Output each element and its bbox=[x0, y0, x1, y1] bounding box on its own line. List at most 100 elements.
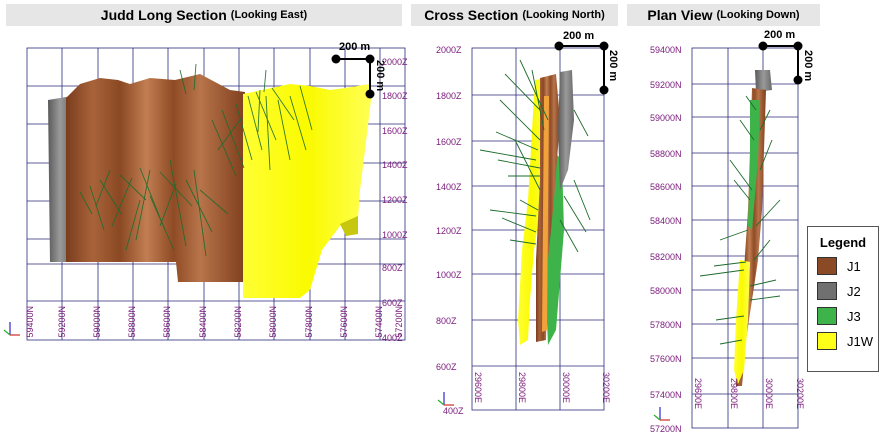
cross-x-tick: 29800E bbox=[517, 372, 527, 403]
plan-view-j1w-body bbox=[734, 260, 750, 384]
long-section-j1w-edge bbox=[340, 216, 358, 236]
long-y-tick: 400Z bbox=[382, 333, 403, 343]
long-section-y-ticks: 2000Z 1800Z 1600Z 1400Z 1200Z 1000Z 800Z… bbox=[382, 57, 408, 343]
cross-y-tick: 2000Z bbox=[436, 45, 462, 55]
plan-y-tick: 58600N bbox=[650, 182, 682, 192]
plan-view-j2-body bbox=[755, 70, 772, 92]
long-section-x-ticks: 59400N 59200N 59000N 58800N 58600N 58400… bbox=[25, 306, 404, 338]
long-x-tick: 57200N bbox=[394, 306, 404, 338]
cross-y-tick: 1800Z bbox=[436, 91, 462, 101]
plan-view-scale-v-label: 200 m bbox=[802, 50, 814, 81]
plan-view-grid bbox=[691, 47, 799, 429]
plan-y-tick: 58000N bbox=[650, 286, 682, 296]
legend-item-j3: J3 bbox=[817, 307, 878, 325]
long-section-title: Judd Long Section (Looking East) bbox=[6, 4, 402, 26]
long-x-tick: 58600N bbox=[162, 306, 172, 338]
legend-swatch-j3 bbox=[817, 307, 837, 325]
cross-section-title: Cross Section (Looking North) bbox=[411, 4, 618, 26]
cross-y-tick: 1600Z bbox=[436, 137, 462, 147]
cross-y-tick: 600Z bbox=[436, 362, 457, 372]
cross-y-tick: 800Z bbox=[436, 316, 457, 326]
cross-x-tick: 30000E bbox=[561, 372, 571, 403]
plan-y-tick: 59400N bbox=[650, 45, 682, 55]
plan-y-tick: 57200N bbox=[650, 424, 682, 434]
plan-y-tick: 57800N bbox=[650, 320, 682, 330]
plan-view-scale-bar bbox=[758, 41, 803, 85]
plan-view-j3-body bbox=[748, 100, 760, 230]
cross-section-scale-v-label: 200 m bbox=[607, 50, 619, 81]
cross-x-tick: 29600E bbox=[473, 372, 483, 403]
cross-y-tick: 1200Z bbox=[436, 226, 462, 236]
cross-section-j2-body bbox=[558, 70, 574, 190]
legend-item-j1: J1 bbox=[817, 257, 878, 275]
plan-view-scale-h-label: 200 m bbox=[764, 29, 795, 41]
long-x-tick: 57800N bbox=[304, 306, 314, 338]
long-x-tick: 58800N bbox=[127, 306, 137, 338]
long-x-tick: 57600N bbox=[339, 306, 349, 338]
long-x-tick: 57400N bbox=[374, 306, 384, 338]
legend-title: Legend bbox=[819, 235, 867, 250]
legend-label-j2: J2 bbox=[847, 283, 861, 299]
long-section-scale-h-label: 200 m bbox=[339, 41, 370, 53]
cross-section-axis-triad-icon bbox=[437, 392, 454, 406]
cross-y-tick: 1400Z bbox=[436, 182, 462, 192]
long-y-tick: 600Z bbox=[382, 298, 403, 308]
cross-section-x-ticks: 29600E 29800E 30000E 30200E bbox=[473, 372, 611, 403]
long-y-tick: 1200Z bbox=[382, 195, 408, 205]
long-section-j1-body bbox=[66, 74, 245, 282]
plan-y-tick: 57600N bbox=[650, 354, 682, 364]
long-section-drill-traces bbox=[79, 63, 313, 257]
legend-swatch-j2 bbox=[817, 282, 837, 300]
legend-swatch-j1w bbox=[817, 332, 837, 350]
cross-y-tick: 400Z bbox=[443, 406, 464, 416]
cross-y-tick: 1000Z bbox=[436, 270, 462, 280]
long-y-tick: 1800Z bbox=[382, 91, 408, 101]
plan-view-title-sub: (Looking Down) bbox=[716, 9, 800, 21]
long-section-title-sub: (Looking East) bbox=[230, 9, 308, 21]
plan-x-tick: 30000E bbox=[764, 378, 774, 409]
plan-view-title: Plan View (Looking Down) bbox=[627, 4, 820, 26]
long-y-tick: 2000Z bbox=[382, 57, 408, 67]
cross-section-scale-bar bbox=[554, 41, 609, 95]
long-y-tick: 1400Z bbox=[382, 160, 408, 170]
plan-view-axis-triad-icon bbox=[653, 407, 670, 421]
plan-view-title-main: Plan View bbox=[647, 7, 713, 23]
plan-x-tick: 30200E bbox=[795, 378, 805, 409]
long-y-tick: 800Z bbox=[382, 263, 403, 273]
plan-y-tick: 57400N bbox=[650, 390, 682, 400]
cross-section-title-sub: (Looking North) bbox=[522, 9, 605, 21]
long-section-scale-bar bbox=[331, 54, 375, 99]
cross-section-drill-traces bbox=[479, 59, 591, 253]
long-x-tick: 59200N bbox=[57, 306, 67, 338]
plan-view-y-ticks: 59400N 59200N 59000N 58800N 58600N 58400… bbox=[650, 45, 682, 434]
legend-label-j3: J3 bbox=[847, 308, 861, 324]
long-section-j1w-body bbox=[243, 84, 372, 298]
cross-section-j1w-body bbox=[518, 78, 547, 345]
cross-section-scale-h-label: 200 m bbox=[563, 30, 594, 42]
plan-x-tick: 29800E bbox=[729, 378, 739, 409]
plan-y-tick: 58400N bbox=[650, 216, 682, 226]
plan-view-drill-traces bbox=[699, 95, 781, 345]
long-y-tick: 1000Z bbox=[382, 230, 408, 240]
plan-y-tick: 59200N bbox=[650, 80, 682, 90]
legend-label-j1w: J1W bbox=[847, 333, 873, 349]
legend-item-j1w: J1W bbox=[817, 332, 878, 350]
cross-section-y-ticks: 2000Z 1800Z 1600Z 1400Z 1200Z 1000Z 800Z… bbox=[436, 45, 464, 416]
long-section-title-main: Judd Long Section bbox=[100, 7, 227, 23]
long-x-tick: 58400N bbox=[198, 306, 208, 338]
legend-swatch-j1 bbox=[817, 257, 837, 275]
long-y-tick: 1600Z bbox=[382, 126, 408, 136]
plan-x-tick: 29600E bbox=[693, 378, 703, 409]
cross-section-title-main: Cross Section bbox=[424, 7, 519, 23]
legend: Legend J1 J2 J3 J1W bbox=[807, 226, 879, 372]
cross-section-orange-band bbox=[542, 96, 549, 332]
long-x-tick: 58200N bbox=[233, 306, 243, 338]
long-x-tick: 59000N bbox=[92, 306, 102, 338]
plan-y-tick: 59000N bbox=[650, 113, 682, 123]
legend-item-j2: J2 bbox=[817, 282, 878, 300]
long-x-tick: 59400N bbox=[25, 306, 35, 338]
long-x-tick: 58000N bbox=[268, 306, 278, 338]
plan-y-tick: 58200N bbox=[650, 252, 682, 262]
plan-y-tick: 58800N bbox=[650, 149, 682, 159]
